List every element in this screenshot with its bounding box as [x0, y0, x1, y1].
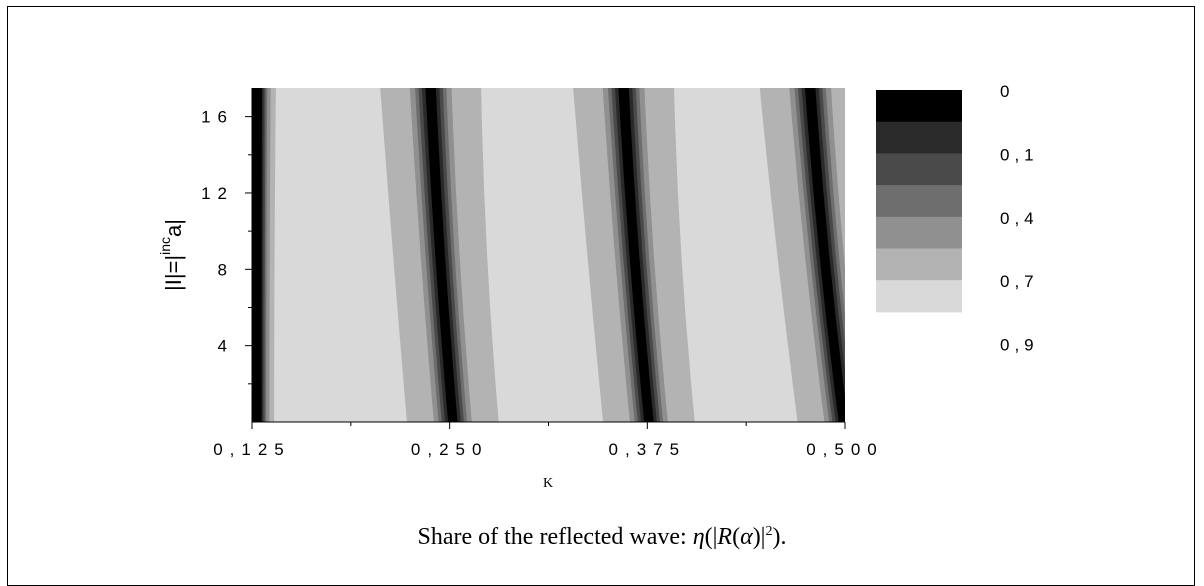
x-tick-label: 0,125: [213, 440, 291, 459]
plot-area: [252, 88, 845, 422]
caption-exponent: 2: [765, 524, 773, 539]
y-tick-label: 12: [201, 184, 234, 203]
legend-label: 0,9: [1000, 336, 1039, 355]
legend-swatch-2: [876, 121, 962, 154]
contour-band-4-level-1: [804, 88, 845, 422]
contour-band-2-level-1: [425, 88, 458, 422]
y-tick-label: 4: [218, 337, 234, 356]
legend-label: 0,4: [1000, 209, 1039, 228]
caption-paren-close: ): [772, 524, 781, 550]
legend-swatch-5: [876, 216, 962, 249]
x-axis-label: K: [543, 476, 553, 491]
legend-label: 0: [1000, 82, 1014, 101]
svg-text:|I|=|inca|: |I|=|inca|: [157, 219, 186, 291]
caption-eta: η: [692, 524, 705, 550]
x-tick-label: 0,375: [609, 440, 687, 459]
y-axis-label: |I|=|inca|: [157, 219, 186, 291]
contour-bands: [252, 88, 845, 422]
figure-caption: Share of the reflected wave: η(|R(α)|2).: [0, 524, 1204, 551]
caption-alpha: α: [740, 524, 753, 550]
caption-R: R: [717, 524, 733, 550]
caption-paren-open: (|: [704, 524, 718, 550]
caption-paren-alpha-open: (: [732, 524, 741, 550]
legend-label: 0,7: [1000, 272, 1039, 291]
legend-swatch-7: [876, 280, 962, 313]
contour-band-3-level-1: [618, 88, 654, 422]
caption-text: Share of the reflected wave:: [417, 524, 693, 550]
y-axis-label-tail: a|: [161, 219, 186, 237]
y-axis-label-main: |I|=|: [161, 255, 186, 291]
axes: 0,125 0,250 0,375 0,500 4 8 12 16: [201, 88, 884, 459]
legend-swatch-4: [876, 185, 962, 218]
contour-band-1-level-1: [252, 88, 262, 422]
x-tick-label: 0,500: [806, 440, 884, 459]
legend: 0 0,1 0,4 0,7 0,9: [876, 82, 1039, 355]
caption-end: .: [780, 524, 787, 550]
y-tick-label: 8: [218, 260, 234, 279]
legend-swatch-1: [876, 90, 962, 123]
legend-label: 0,1: [1000, 145, 1039, 164]
legend-swatch-3: [876, 153, 962, 186]
y-axis-label-sup: inc: [157, 237, 173, 255]
legend-swatch-6: [876, 248, 962, 281]
caption-paren-alpha-close: )|: [752, 524, 766, 550]
y-tick-label: 16: [201, 108, 234, 127]
x-tick-label: 0,250: [411, 440, 489, 459]
